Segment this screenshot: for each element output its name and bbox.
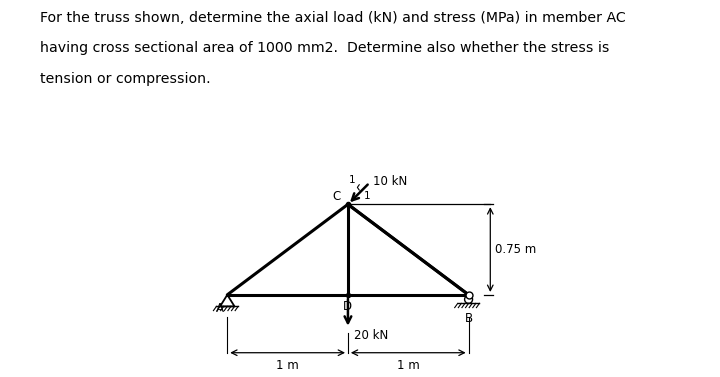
Text: 20 kN: 20 kN (354, 329, 388, 342)
Text: tension or compression.: tension or compression. (40, 72, 210, 86)
Text: having cross sectional area of 1000 mm2.  Determine also whether the stress is: having cross sectional area of 1000 mm2.… (40, 41, 609, 55)
Text: 10 kN: 10 kN (373, 175, 408, 188)
Text: B: B (464, 312, 472, 325)
Text: A: A (216, 302, 224, 315)
Text: 1: 1 (349, 175, 356, 185)
Text: C: C (333, 190, 341, 203)
Text: For the truss shown, determine the axial load (kN) and stress (MPa) in member AC: For the truss shown, determine the axial… (40, 11, 626, 25)
Text: 1 m: 1 m (276, 359, 299, 372)
Text: D: D (343, 300, 353, 313)
Text: 1 m: 1 m (397, 359, 420, 372)
Text: 0.75 m: 0.75 m (495, 243, 536, 256)
Text: 1: 1 (364, 191, 370, 201)
